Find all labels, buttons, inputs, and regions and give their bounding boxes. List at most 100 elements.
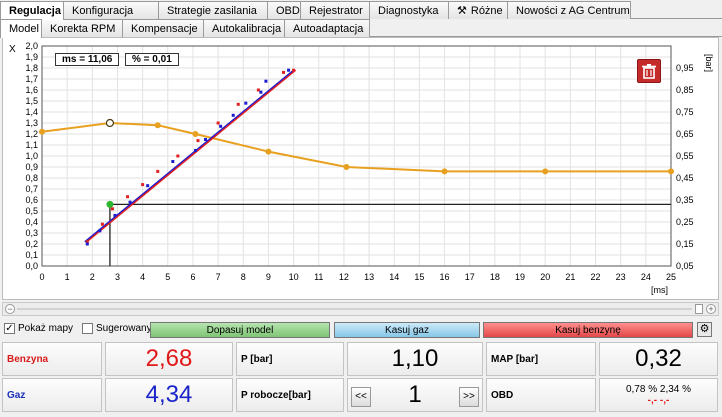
scatter-point — [204, 138, 208, 141]
fit-line-gas — [84, 69, 295, 243]
sub-tab-label: Kompensacje — [131, 22, 198, 35]
checkbox-checked-icon: ✓ — [4, 323, 15, 334]
y-tick-label: 1,1 — [25, 140, 38, 150]
x-tick-label: 14 — [389, 272, 399, 282]
scatter-point — [231, 113, 235, 117]
y-tick-label: 0,6 — [25, 195, 38, 205]
scatter-point — [141, 183, 145, 187]
clear-petrol-button[interactable]: Kasuj benzynę — [483, 322, 693, 338]
scatter-point — [176, 154, 180, 158]
x-tick-label: 15 — [414, 272, 424, 282]
show-maps-checkbox[interactable]: ✓ Pokaż mapy — [4, 323, 73, 334]
zoom-in-icon[interactable]: + — [706, 304, 716, 314]
y2-tick-label: 0,25 — [676, 217, 694, 227]
model-chart[interactable]: 0 1 2 3 4 5 6 7 8 9 10 11 12 13 14 15 16 17 18 19 20 21 22 23 24… — [2, 37, 719, 300]
main-tab-4[interactable]: Rejestrator — [300, 1, 370, 19]
x-tick-label: 25 — [666, 272, 676, 282]
scatter-point — [100, 222, 104, 226]
sub-tab-label: Model — [9, 23, 39, 35]
scatter-point — [292, 68, 296, 72]
x-tick-label: 12 — [339, 272, 349, 282]
scatter-point — [128, 200, 132, 204]
scatter-point — [156, 169, 160, 173]
chart-zoom-scrollbar[interactable]: − + — [2, 302, 719, 316]
main-tab-label: Strategie zasilania — [167, 4, 257, 17]
zoom-out-icon[interactable]: − — [5, 304, 15, 314]
obd-values: 0,78 % 2,34 % — [625, 384, 692, 395]
main-tab-3[interactable]: OBD — [267, 1, 301, 19]
x-tick-label: 20 — [540, 272, 550, 282]
fit-model-button[interactable]: Dopasuj model — [150, 322, 330, 338]
y-tick-label: 1,6 — [25, 85, 38, 95]
x-tick-label: 13 — [364, 272, 374, 282]
suggested-model-checkbox[interactable]: Sugerowany model — [82, 323, 182, 334]
main-tab-5[interactable]: Diagnostyka — [369, 1, 449, 19]
main-tab-0[interactable]: Regulacja — [0, 1, 64, 20]
sub-tab-3[interactable]: Autokalibracja — [203, 19, 285, 37]
main-tab-label: Diagnostyka — [378, 4, 439, 17]
scatter-point — [219, 124, 223, 128]
decrease-pressure-button[interactable]: << — [351, 387, 371, 407]
y-tick-label: 1,3 — [25, 118, 38, 128]
scatter-point — [196, 139, 200, 143]
sub-tabbar: Model Korekta RPM Kompensacje Autokalibracj… — [0, 19, 370, 38]
sub-tab-label: Autoadaptacja — [293, 22, 364, 35]
working-pressure-label: P robocze[bar] — [241, 389, 311, 401]
scatter-point — [282, 70, 286, 74]
scroll-thumb[interactable] — [695, 304, 703, 314]
obd-label-cell: OBD — [486, 378, 596, 412]
clear-gas-button[interactable]: Kasuj gaz — [334, 322, 480, 338]
suggested-model-label: Sugerowany model — [96, 323, 182, 334]
sub-tab-1[interactable]: Korekta RPM — [41, 19, 123, 37]
scatter-point — [171, 160, 175, 163]
curve-point — [343, 164, 350, 170]
x-tick-label: 11 — [314, 272, 323, 282]
main-tab-2[interactable]: Strategie zasilania — [158, 1, 268, 19]
options-row: ✓ Pokaż mapy Sugerowany model Dopasuj mo… — [2, 321, 719, 339]
x-unit-label: [ms] — [651, 285, 668, 295]
main-tab-6[interactable]: ⚒ Różne — [448, 1, 508, 19]
gear-icon[interactable]: ⚙ — [697, 322, 712, 337]
gas-value: 4,34 — [105, 378, 233, 412]
x-tick-label: 4 — [140, 272, 145, 282]
curve-point — [441, 168, 448, 175]
curve-point — [39, 128, 45, 135]
main-tab-1[interactable]: Konfiguracja — [63, 1, 159, 19]
sub-tab-4[interactable]: Autoadaptacja — [284, 19, 370, 37]
main-tab-label: Konfiguracja — [72, 4, 134, 17]
increase-pressure-button[interactable]: >> — [459, 387, 479, 407]
pressure-value: 1,10 — [347, 342, 483, 376]
trash-icon[interactable] — [637, 59, 661, 83]
sub-tab-0[interactable]: Model — [0, 19, 42, 38]
main-tab-label: Regulacja — [9, 5, 61, 17]
y-tick-label: 0,3 — [25, 228, 38, 238]
sub-tab-label: Korekta RPM — [50, 22, 116, 35]
obd-sub-values: -,- -,- — [647, 395, 670, 406]
chart-svg: 0 1 2 3 4 5 6 7 8 9 10 11 12 13 14 15 16 17 18 19 20 21 22 23 24… — [9, 41, 714, 295]
y-tick-label: 1,7 — [25, 74, 38, 84]
sub-tab-label: Autokalibracja — [212, 22, 282, 35]
main-tabbar: Regulacja Konfiguracja Strategie zasilania… — [0, 1, 631, 20]
y-tick-label: 1,5 — [25, 96, 38, 106]
fit-line-petrol — [86, 69, 297, 243]
scatter-point — [98, 229, 102, 233]
main-tab-7[interactable]: Nowości z AG Centrum — [507, 1, 631, 19]
corner-label: X — [9, 44, 16, 55]
map-value: 0,32 — [599, 342, 718, 376]
x-tick-label: 24 — [641, 272, 651, 282]
x-tick-label: 1 — [65, 272, 70, 282]
curve-line — [41, 121, 671, 173]
y-tick-label: 1,0 — [25, 151, 38, 161]
pressure-label: P [bar] — [241, 353, 273, 365]
percent-readout: % = 0,01 — [125, 53, 179, 66]
show-maps-label: Pokaż mapy — [18, 323, 74, 334]
y-tick-label: 1,8 — [25, 63, 38, 73]
y2-unit-label: [bar] — [704, 54, 714, 72]
y-tick-label: 2,0 — [25, 41, 38, 51]
y2-tick-label: 0,75 — [676, 107, 694, 117]
curve-point — [154, 122, 161, 129]
x-tick-label: 7 — [216, 272, 221, 282]
checkbox-unchecked-icon — [82, 323, 93, 334]
sub-tab-2[interactable]: Kompensacje — [122, 19, 204, 37]
scatter-point — [85, 242, 89, 246]
